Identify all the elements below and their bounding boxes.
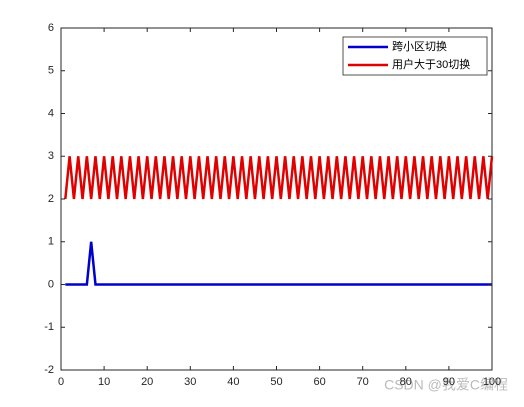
y-tick-label: 6 xyxy=(48,22,54,34)
y-tick-label: 2 xyxy=(48,193,54,205)
legend-box xyxy=(342,36,488,76)
y-tick-label: 5 xyxy=(48,65,54,77)
y-tick-label: -2 xyxy=(44,364,54,376)
series-line xyxy=(65,241,492,286)
plot-area xyxy=(60,27,493,371)
x-tick-label: 80 xyxy=(400,376,412,388)
x-tick-label: 50 xyxy=(270,376,282,388)
y-tick-label: -1 xyxy=(44,321,54,333)
legend-label: 用户大于30切换 xyxy=(392,57,470,71)
x-tick-label: 100 xyxy=(483,376,501,388)
x-tick-label: 20 xyxy=(141,376,153,388)
x-tick-label: 90 xyxy=(443,376,455,388)
x-tick-label: 60 xyxy=(313,376,325,388)
x-tick-label: 70 xyxy=(357,376,369,388)
y-tick-label: 0 xyxy=(48,278,54,290)
y-tick-label: 3 xyxy=(48,150,54,162)
y-tick-label: 1 xyxy=(48,236,54,248)
y-tick-label: 4 xyxy=(48,107,54,119)
x-tick-label: 40 xyxy=(227,376,239,388)
watermark: CSDN @我爱C编程 xyxy=(384,377,508,393)
plot-lines xyxy=(64,156,494,286)
legend-label: 跨小区切换 xyxy=(392,39,447,53)
x-tick-label: 10 xyxy=(98,376,110,388)
x-tick-label: 30 xyxy=(184,376,196,388)
series-line xyxy=(64,156,494,200)
x-tick-label: 0 xyxy=(58,376,64,388)
